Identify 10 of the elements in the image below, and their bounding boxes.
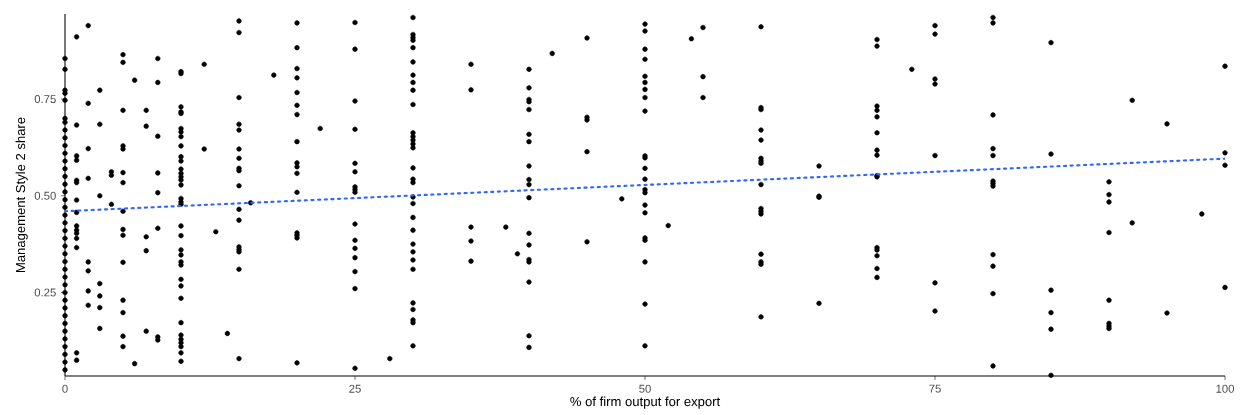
x-tick-label: 75 bbox=[929, 384, 941, 393]
x-axis-title: % of firm output for export bbox=[570, 396, 721, 409]
x-tick-label: 25 bbox=[349, 384, 361, 393]
y-tick-label: 0.50 bbox=[34, 191, 56, 200]
x-tick-label: 50 bbox=[639, 384, 651, 393]
x-tick-label: 0 bbox=[62, 384, 68, 393]
y-tick-label: 0.25 bbox=[34, 288, 56, 297]
y-tick-label: 0.75 bbox=[34, 95, 56, 104]
y-axis-title: Management Style 2 share bbox=[15, 117, 28, 273]
x-tick-label: 100 bbox=[1216, 384, 1235, 393]
